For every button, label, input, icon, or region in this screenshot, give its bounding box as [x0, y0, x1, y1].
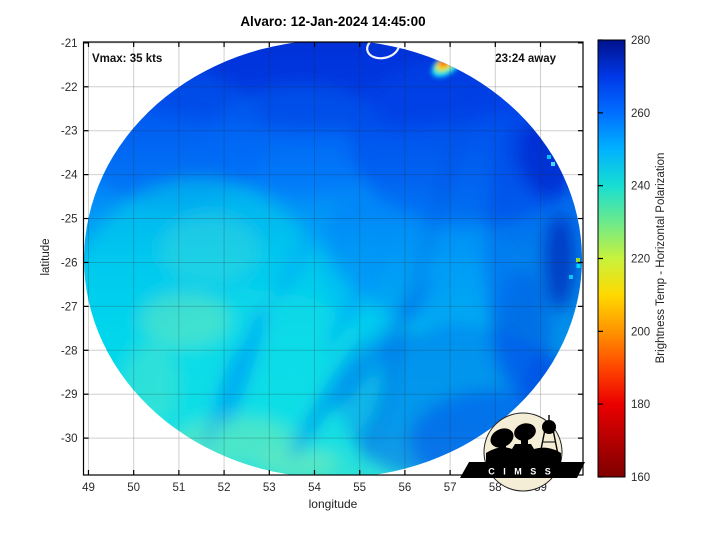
svg-text:-22: -22	[61, 82, 78, 94]
logo-text: C I M S S	[488, 467, 554, 477]
colorbar-ticks: 160 180 200 220 240 260 280	[598, 35, 650, 484]
cimss-logo: C I M S S	[460, 412, 585, 492]
svg-text:-24: -24	[61, 170, 78, 182]
plot-title: Alvaro: 12-Jan-2024 14:45:00	[240, 14, 426, 29]
svg-text:49: 49	[82, 482, 95, 494]
axis-ticks	[83, 42, 583, 475]
x-axis-label: longitude	[308, 497, 358, 511]
svg-text:51: 51	[172, 482, 185, 494]
svg-text:-25: -25	[61, 214, 78, 226]
logo-banner	[460, 462, 585, 478]
svg-text:-30: -30	[61, 433, 78, 445]
svg-text:-29: -29	[61, 389, 78, 401]
svg-text:-28: -28	[61, 345, 78, 357]
svg-text:52: 52	[218, 482, 231, 494]
svg-text:240: 240	[631, 181, 650, 193]
svg-text:-27: -27	[61, 301, 78, 313]
svg-text:53: 53	[263, 482, 276, 494]
svg-text:58: 58	[489, 482, 502, 494]
svg-text:-21: -21	[61, 38, 78, 50]
rim-speckles	[547, 155, 581, 279]
axis-tick-labels: 49 50 51 52 53 54 55 56 57 58 59-21-22-23-24-25-26…	[61, 38, 547, 494]
svg-text:50: 50	[127, 482, 140, 494]
swath-image	[84, 42, 582, 475]
svg-text:160: 160	[631, 472, 650, 484]
svg-text:280: 280	[631, 35, 650, 47]
svg-text:260: 260	[631, 108, 650, 120]
colorbar: 160 180 200 220 240 260 280	[597, 35, 650, 484]
svg-text:54: 54	[308, 482, 321, 494]
time-offset-annotation: 23:24 away	[495, 53, 556, 65]
grid-layer	[83, 42, 583, 475]
svg-text:-23: -23	[61, 126, 78, 138]
logo-silhouette	[486, 415, 561, 464]
svg-text:56: 56	[398, 482, 411, 494]
svg-text:55: 55	[353, 482, 366, 494]
axes-frame	[82, 41, 584, 476]
svg-text:220: 220	[631, 254, 650, 266]
svg-text:-26: -26	[61, 257, 78, 269]
svg-text:57: 57	[444, 482, 457, 494]
svg-text:200: 200	[631, 326, 650, 338]
vmax-annotation: Vmax: 35 kts	[92, 53, 163, 65]
svg-text:180: 180	[631, 399, 650, 411]
